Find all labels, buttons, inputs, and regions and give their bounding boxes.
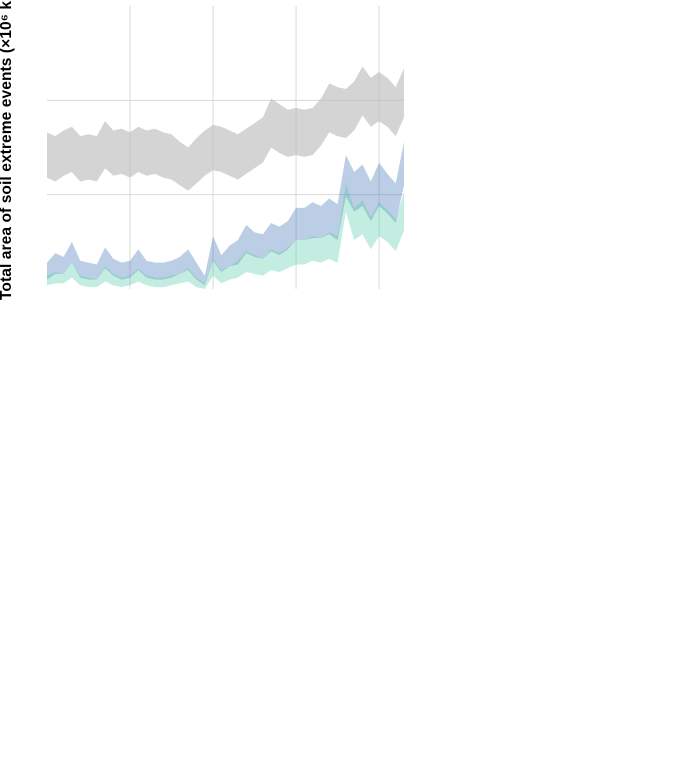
uncertainty-band-drought	[47, 66, 404, 191]
panel-a	[47, 6, 404, 289]
y-axis-label: Total area of soil extreme events (×10⁶ …	[0, 0, 15, 300]
uncertainty-band	[47, 183, 404, 289]
uncertainty-band	[47, 141, 404, 286]
panel-series	[47, 66, 404, 289]
